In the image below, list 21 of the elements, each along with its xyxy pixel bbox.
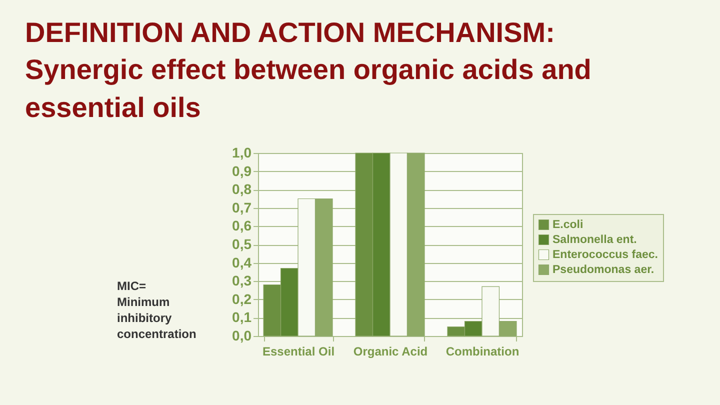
y-tick-label: 0,6 <box>232 218 252 234</box>
x-tick-label: Combination <box>446 344 520 358</box>
legend-label: Pseudomonas aer. <box>552 264 654 276</box>
y-tick-label: 0,2 <box>232 290 252 307</box>
y-tick-label: 0,1 <box>232 309 252 326</box>
chart-subtitle: Synergic effect between organic acids and essential oils <box>25 54 592 123</box>
legend-label: Enterococcus faec. <box>552 248 658 261</box>
legend-label: Salmonella ent. <box>552 234 637 246</box>
y-tick-label: 0,7 <box>232 199 252 216</box>
legend-label: E.coli <box>552 218 584 231</box>
y-tick-label: 0,9 <box>232 162 252 179</box>
y-tick-label: 0,0 <box>232 328 252 344</box>
y-tick-label: 0,3 <box>232 272 252 289</box>
y-tick-label: 0,4 <box>232 254 252 270</box>
chart-title: DEFINITION AND ACTION MECHANISM: <box>25 17 555 48</box>
x-tick-label: Essential Oil <box>262 344 335 358</box>
y-tick-label: 0,8 <box>232 181 252 198</box>
text: MIC= Minimum inhibitory concentration <box>117 279 196 341</box>
x-tick-label: Organic Acid <box>353 344 428 358</box>
y-tick-label: 1,0 <box>232 144 252 160</box>
y-tick-label: 0,5 <box>232 236 252 252</box>
